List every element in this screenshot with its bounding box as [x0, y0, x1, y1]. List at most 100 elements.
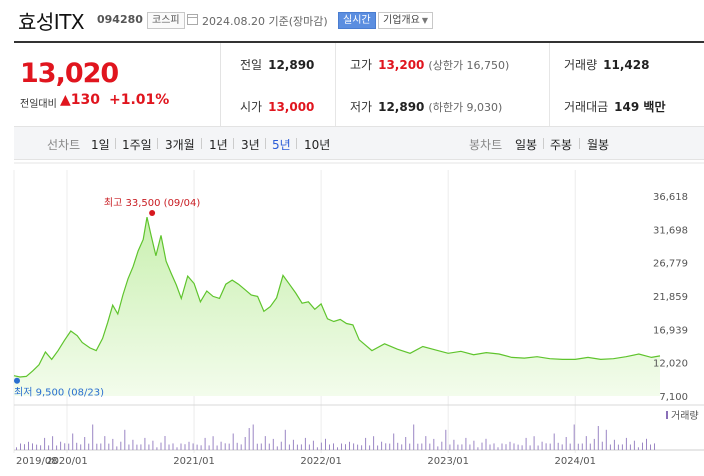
volume-bar — [461, 444, 463, 450]
stat-value: 11,428 — [603, 58, 650, 72]
volume-bar — [172, 443, 174, 450]
price-point — [433, 347, 438, 352]
price-point — [185, 274, 190, 279]
stat-label: 고가 — [350, 58, 373, 72]
price-point — [312, 307, 317, 312]
volume-bar — [176, 447, 178, 450]
volume-bar — [268, 443, 270, 450]
period-1w[interactable]: 1주일 — [122, 138, 152, 152]
period-10y[interactable]: 10년 — [304, 138, 331, 152]
stock-name: 효성ITX — [18, 10, 85, 34]
period-divider — [579, 138, 580, 149]
volume-bar — [80, 444, 82, 450]
volume-bar — [541, 441, 543, 450]
volume-bar — [489, 444, 491, 450]
volume-bar — [609, 444, 611, 450]
volume-bar — [244, 437, 246, 450]
volume-bar — [621, 444, 623, 450]
price-point — [598, 357, 603, 362]
stat-low: 저가 12,890 (하한가 9,030) — [350, 98, 502, 115]
price-point — [357, 337, 362, 342]
price-point — [68, 328, 73, 333]
period-5y[interactable]: 5년 — [272, 138, 291, 152]
stat-high: 고가 13,200 (상한가 16,750) — [350, 56, 509, 73]
x-tick-label: 2019/08 — [16, 456, 58, 467]
price-stats: 전일 12,890 고가 13,200 (상한가 16,750) 거래량 11,428 … — [222, 43, 704, 126]
candle-weekly[interactable]: 주봉 — [550, 138, 573, 152]
volume-bar — [304, 437, 306, 450]
stat-open: 시가 13,000 — [240, 98, 314, 115]
price-point — [611, 356, 616, 361]
period-3m[interactable]: 3개월 — [165, 138, 195, 152]
volume-bar — [509, 441, 511, 450]
volume-bar — [585, 436, 587, 450]
price-point — [148, 232, 153, 237]
volume-bar — [148, 444, 150, 450]
volume-bar — [220, 441, 222, 450]
volume-bar — [132, 439, 134, 450]
price-chart[interactable]: 36,618 31,698 26,779 21,859 16,939 12,020 7,10… — [0, 160, 704, 476]
stat-label: 전일 — [240, 58, 263, 72]
price-point — [217, 296, 222, 301]
max-price-marker — [149, 210, 156, 216]
volume-bar — [72, 433, 74, 450]
period-divider — [157, 138, 158, 149]
volume-bar — [188, 441, 190, 450]
volume-bar — [256, 443, 258, 450]
volume-bar — [561, 444, 563, 450]
header-divider — [14, 41, 704, 43]
price-point — [49, 357, 54, 362]
price-point — [37, 362, 42, 367]
volume-bar — [288, 444, 290, 450]
volume-bar — [650, 444, 651, 450]
volume-bar — [44, 437, 46, 450]
volume-bar — [296, 444, 298, 450]
volume-bar — [60, 441, 62, 450]
volume-bar — [413, 424, 415, 450]
price-point — [331, 319, 336, 324]
price-point — [43, 349, 48, 354]
price-point — [62, 338, 67, 343]
volume-bar — [16, 447, 17, 450]
candle-monthly[interactable]: 월봉 — [587, 138, 610, 152]
period-3y[interactable]: 3년 — [241, 138, 260, 152]
y-tick-label: 7,100 — [659, 392, 688, 403]
volume-bar — [646, 438, 647, 450]
volume-bar — [654, 443, 655, 450]
candle-daily[interactable]: 일봉 — [515, 138, 538, 152]
volume-bar — [633, 440, 635, 450]
period-divider — [296, 138, 297, 149]
price-point — [344, 321, 349, 326]
volume-bar — [116, 446, 118, 450]
company-overview-button[interactable]: 기업개요 ▼ — [378, 12, 433, 29]
period-1d[interactable]: 1일 — [91, 138, 110, 152]
price-point — [497, 351, 502, 356]
price-point — [110, 303, 115, 308]
volume-bar — [280, 441, 282, 450]
volume-bar — [108, 443, 110, 450]
price-point — [24, 374, 29, 379]
price-point — [369, 348, 374, 353]
price-point — [100, 336, 105, 341]
price-point — [319, 301, 324, 306]
volume-bar — [477, 447, 479, 450]
realtime-button[interactable]: 실시간 — [338, 12, 376, 29]
volume-bar — [300, 444, 302, 450]
price-point — [211, 294, 216, 299]
volume-bar — [533, 436, 535, 450]
volume-bar — [577, 443, 579, 450]
volume-bar — [104, 436, 106, 450]
price-point — [145, 215, 150, 220]
stat-divider — [335, 43, 336, 126]
volume-bar — [20, 443, 21, 450]
period-1y[interactable]: 1년 — [209, 138, 228, 152]
price-point — [287, 282, 292, 287]
volume-bar — [593, 438, 595, 450]
chevron-down-icon: ▼ — [421, 16, 428, 25]
change-percent: +1.01% — [109, 92, 170, 108]
volume-bar — [473, 440, 475, 450]
price-point — [75, 333, 80, 338]
volume-bar — [252, 424, 254, 450]
period-bar: 선차트 1일 1주일 3개월 1년 3년 5년 10년 봉차트 일봉 주봉 월봉 — [14, 126, 704, 160]
period-divider — [115, 138, 116, 149]
